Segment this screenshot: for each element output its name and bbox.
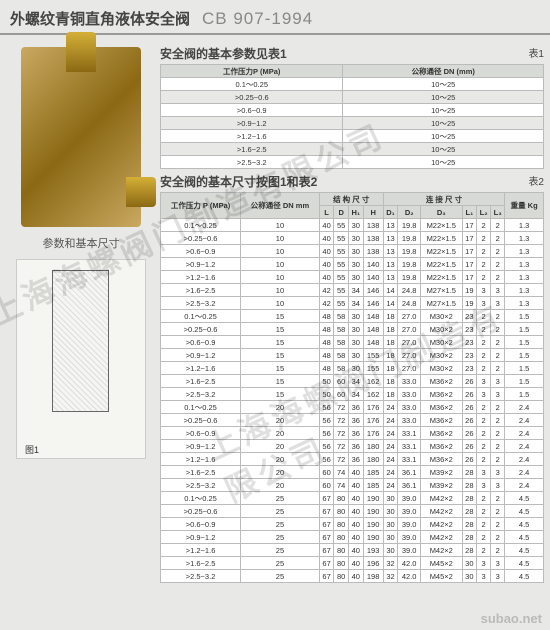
- table-row: >1.6~2.5104255341461424.8M27×1.519331.3: [161, 284, 544, 297]
- table-subheader: L₁: [462, 206, 477, 219]
- table-row: >0.25~0.6205672361762433.0M36×226222.4: [161, 414, 544, 427]
- section2-title: 安全阀的基本尺寸按图1和表2 表2: [160, 173, 544, 190]
- table-row: 0.1～0.25205672361762433.0M36×226222.4: [161, 401, 544, 414]
- table-row: >0.6~0.9104055301381319.8M22×1.517221.3: [161, 245, 544, 258]
- table2: 工作压力 P (MPa)公称通径 DN mm结 构 尺 寸连 接 尺 寸重量 K…: [160, 192, 544, 583]
- figure-label: 图1: [25, 443, 39, 456]
- table-row: >0.9~1.2104055301401319.8M22×1.517221.3: [161, 258, 544, 271]
- table-row: >2.5~3.2155060341621833.0M36×226331.5: [161, 388, 544, 401]
- table-row: >2.5~3.2104255341461424.8M27×1.519331.3: [161, 297, 544, 310]
- table-subheader: D₁: [383, 206, 398, 219]
- table-row: >1.2~1.610～25: [161, 130, 544, 143]
- table-row: >0.9~1.210～25: [161, 117, 544, 130]
- footer-watermark: subao.net: [481, 611, 542, 626]
- table-row: >2.5~3.2256780401983242.0M45×230334.5: [161, 570, 544, 583]
- table-row: 0.1～0.25256780401903039.0M42×228224.5: [161, 492, 544, 505]
- technical-diagram: 图1: [16, 259, 146, 459]
- table-row: >2.5~3.2206074401852436.1M39×228332.4: [161, 479, 544, 492]
- table-row: >0.6~0.9154858301481827.0M30×223221.5: [161, 336, 544, 349]
- table-subheader: D₂: [398, 206, 421, 219]
- table-header: 连 接 尺 寸: [383, 193, 505, 206]
- table-header: 工作压力P (MPa): [161, 65, 343, 78]
- table-row: >0.25~0.610～25: [161, 91, 544, 104]
- title-chinese: 外螺纹青铜直角液体安全阀: [10, 8, 190, 29]
- page-header: 外螺纹青铜直角液体安全阀 CB 907-1994: [0, 0, 550, 35]
- table-row: 0.1～0.25154858301481827.0M30×223221.5: [161, 310, 544, 323]
- table-header: 结 构 尺 寸: [319, 193, 383, 206]
- table-row: >1.6~2.5155060341621833.0M36×226331.5: [161, 375, 544, 388]
- title-code: CB 907-1994: [202, 9, 313, 29]
- table-row: >0.9~1.2154858301551827.0M30×223221.5: [161, 349, 544, 362]
- valve-photo: [21, 47, 141, 227]
- table-row: >1.2~1.6256780401933039.0M42×228224.5: [161, 544, 544, 557]
- table-row: >1.2~1.6154858301551827.0M30×223221.5: [161, 362, 544, 375]
- table-subheader: D: [334, 206, 349, 219]
- table-row: >1.2~1.6104055301401319.8M22×1.517221.3: [161, 271, 544, 284]
- table-subheader: L: [319, 206, 334, 219]
- table-subheader: H: [363, 206, 383, 219]
- table-row: >0.6~0.9205672361762433.1M36×226222.4: [161, 427, 544, 440]
- table-row: >1.2~1.6205672361802433.1M36×226222.4: [161, 453, 544, 466]
- table-row: >1.6~2.5206074401852436.1M39×228332.4: [161, 466, 544, 479]
- table-row: >0.9~1.2205672361802433.1M36×226222.4: [161, 440, 544, 453]
- table1: 工作压力P (MPa)公称通径 DN (mm) 0.1～0.2510～25>0.…: [160, 64, 544, 169]
- table-row: >1.6~2.510～25: [161, 143, 544, 156]
- section1-title: 安全阀的基本参数见表1 表1: [160, 45, 544, 62]
- table-row: >0.25~0.6154858301481827.0M30×223221.5: [161, 323, 544, 336]
- content-area: 参数和基本尺寸 图1 安全阀的基本参数见表1 表1 工作压力P (MPa)公称通…: [0, 35, 550, 589]
- left-column: 参数和基本尺寸 图1: [6, 41, 156, 583]
- table-row: >0.6~0.9256780401903039.0M42×228224.5: [161, 518, 544, 531]
- table-row: >0.25~0.6104055301381319.8M22×1.517221.3: [161, 232, 544, 245]
- table-row: >0.6~0.910～25: [161, 104, 544, 117]
- table-row: 0.1～0.2510～25: [161, 78, 544, 91]
- table-row: >1.6~2.5256780401963242.0M45×230334.5: [161, 557, 544, 570]
- table-subheader: D₃: [420, 206, 462, 219]
- table-header: 公称通径 DN (mm): [343, 65, 544, 78]
- table-row: >0.9~1.2256780401903039.0M42×228224.5: [161, 531, 544, 544]
- table-row: 0.1～0.25104055301381319.8M22×1.517221.3: [161, 219, 544, 232]
- table-row: >2.5~3.210～25: [161, 156, 544, 169]
- table-header: 重量 Kg: [505, 193, 544, 219]
- table-subheader: L₂: [477, 206, 491, 219]
- table-subheader: H₁: [348, 206, 363, 219]
- table-subheader: L₃: [491, 206, 505, 219]
- table2-label: 表2: [528, 173, 544, 188]
- table-header: 工作压力 P (MPa): [161, 193, 241, 219]
- param-label: 参数和基本尺寸: [6, 235, 156, 251]
- right-column: 安全阀的基本参数见表1 表1 工作压力P (MPa)公称通径 DN (mm) 0…: [156, 41, 544, 583]
- table-header: 公称通径 DN mm: [241, 193, 320, 219]
- table1-label: 表1: [528, 45, 544, 60]
- table-row: >0.25~0.6256780401903039.0M42×228224.5: [161, 505, 544, 518]
